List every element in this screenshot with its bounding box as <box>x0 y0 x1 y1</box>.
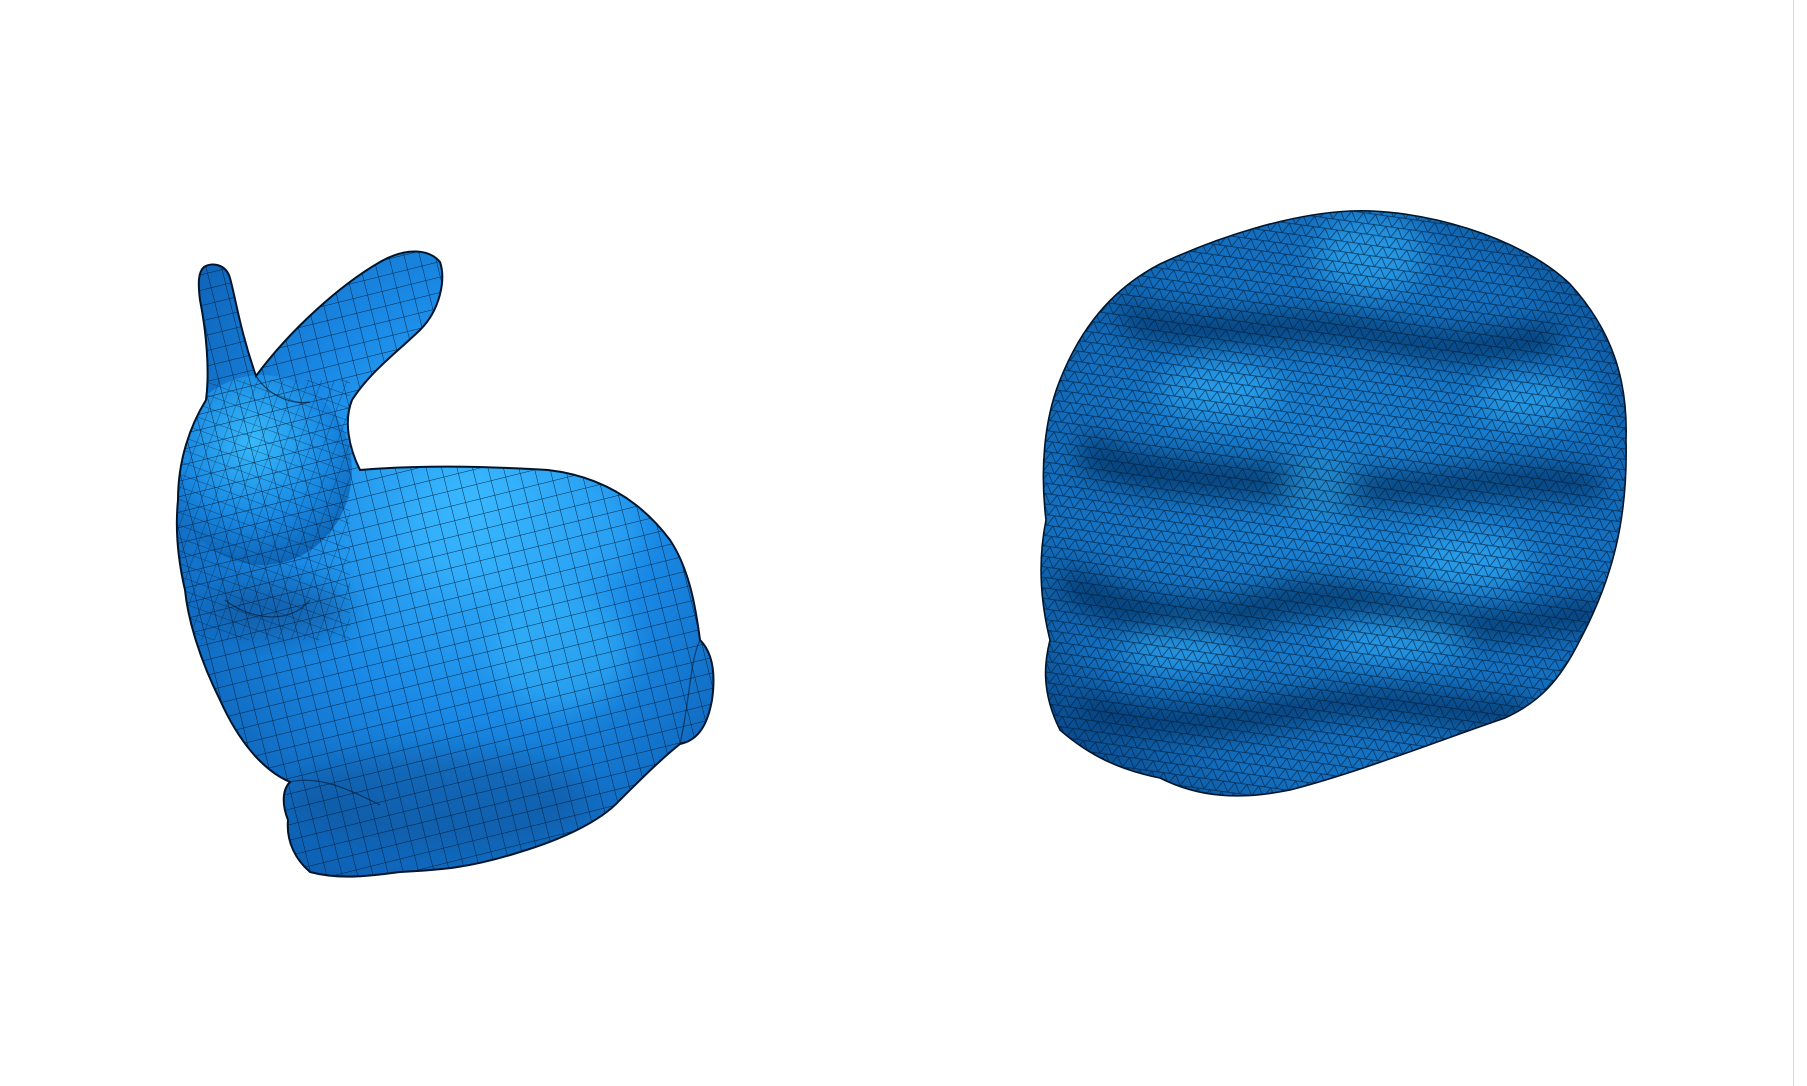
bunny-foot-crease <box>289 779 381 806</box>
triangle-mesh-disc <box>1040 209 1627 797</box>
bunny-haunch-crease <box>679 639 701 745</box>
quad-mesh-bunny <box>175 250 715 878</box>
bunny-ear-crease <box>255 375 311 404</box>
right-frame-edge <box>1793 0 1794 1086</box>
bunny-quad-wireframe-head <box>176 380 350 640</box>
disc-triangle-wireframe <box>1041 210 1627 796</box>
bunny-cheek-crease <box>224 599 311 618</box>
disc-outline <box>1040 209 1627 797</box>
bunny-outline <box>175 250 715 878</box>
